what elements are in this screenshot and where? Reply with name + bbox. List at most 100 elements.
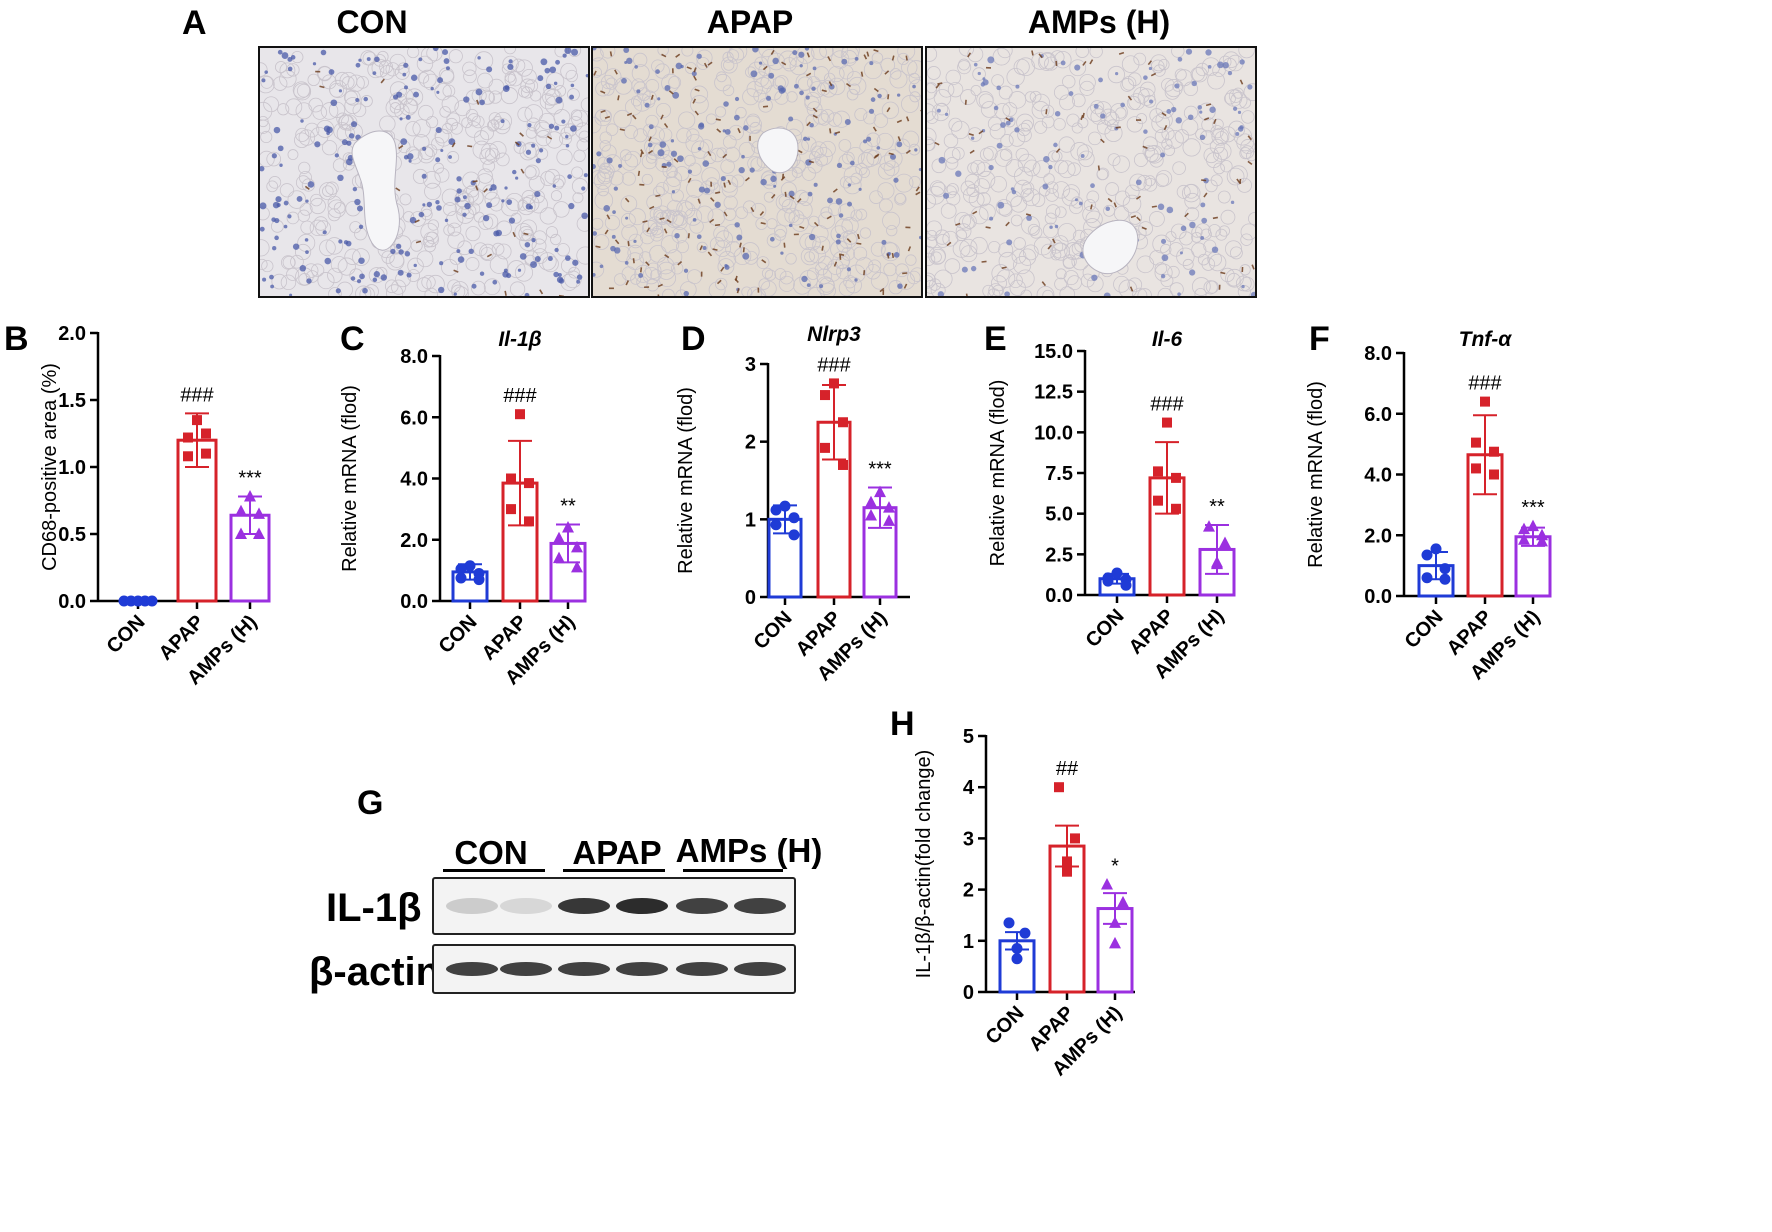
nucleus	[479, 99, 485, 106]
cell-outline	[595, 81, 611, 97]
nucleus	[338, 239, 343, 244]
cell-outline	[997, 48, 1013, 59]
nucleus	[1074, 198, 1078, 202]
cell-outline	[465, 121, 482, 138]
cell-outline	[1000, 134, 1014, 148]
cell-outline	[1058, 136, 1075, 153]
cd68-stain	[1203, 117, 1210, 121]
cell-outline	[1023, 159, 1041, 177]
cd68-stain	[609, 51, 613, 57]
cell-outline	[654, 63, 670, 79]
cell-outline	[1184, 192, 1201, 210]
nucleus	[279, 163, 283, 167]
cell-outline	[390, 279, 407, 295]
cell-outline	[795, 73, 813, 91]
cell-outline	[1163, 144, 1176, 156]
nucleus	[334, 153, 339, 158]
cell-outline	[647, 216, 663, 232]
nucleus	[410, 74, 418, 81]
cell-outline	[465, 257, 480, 271]
nucleus	[847, 201, 853, 207]
cell-outline	[620, 195, 638, 213]
nucleus	[624, 261, 629, 265]
cell-outline	[266, 151, 282, 167]
cell-outline	[473, 242, 488, 257]
cell-outline	[876, 132, 894, 150]
cell-outline	[1240, 223, 1255, 241]
nucleus	[1211, 246, 1219, 253]
cell-outline	[1210, 174, 1223, 187]
cell-outline	[298, 161, 311, 174]
cell-outline	[1106, 119, 1119, 132]
data-point-amps	[235, 504, 247, 517]
nucleus	[1199, 110, 1203, 114]
cell-outline	[1235, 275, 1252, 292]
cell-outline	[990, 175, 1007, 193]
cell-outline	[967, 127, 983, 142]
cell-outline	[1226, 272, 1241, 287]
cell-outline	[1054, 50, 1072, 69]
cell-outline	[876, 88, 888, 100]
cell-outline	[424, 182, 442, 201]
cell-outline	[998, 85, 1013, 100]
cell-outline	[1208, 224, 1222, 238]
nucleus	[977, 71, 981, 76]
cd68-stain	[1001, 266, 1007, 269]
nucleus	[306, 278, 312, 284]
nucleus	[648, 124, 654, 130]
cell-outline	[540, 170, 556, 186]
nucleus	[752, 48, 759, 53]
cell-outline	[776, 207, 796, 227]
cell-outline	[1161, 138, 1173, 150]
nucleus	[599, 264, 604, 269]
cell-outline	[1125, 184, 1140, 200]
data-point-amps	[1219, 536, 1231, 548]
cell-outline	[1201, 257, 1216, 271]
nucleus	[765, 95, 772, 101]
cell-outline	[1057, 160, 1076, 179]
cell-outline	[515, 59, 533, 77]
cd68-stain	[414, 219, 420, 223]
cell-outline	[671, 262, 684, 275]
nucleus	[1093, 103, 1099, 109]
cell-outline	[599, 162, 611, 174]
cd68-stain	[832, 188, 838, 193]
cell-outline	[539, 207, 557, 225]
cell-outline	[389, 102, 402, 114]
data-point-con	[1421, 549, 1433, 561]
cell-outline	[1032, 93, 1050, 112]
cell-outline	[927, 230, 938, 241]
cd68-stain	[1205, 103, 1212, 107]
cd68-stain	[874, 153, 880, 158]
y-axis-label-b: CD68-positive area (%)	[39, 363, 61, 571]
nucleus	[876, 146, 881, 150]
cell-outline	[1176, 184, 1191, 199]
cell-outline	[514, 263, 534, 282]
cell-outline	[1050, 249, 1062, 261]
nucleus	[937, 291, 944, 296]
cell-outline	[576, 246, 588, 265]
nucleus	[489, 187, 493, 192]
nucleus	[1241, 284, 1245, 289]
cell-outline	[895, 263, 909, 278]
cell-outline	[691, 140, 710, 159]
cell-outline	[631, 95, 642, 107]
nucleus	[671, 190, 676, 194]
cell-outline	[287, 149, 299, 160]
cell-outline	[344, 97, 362, 115]
cell-outline	[1067, 275, 1082, 291]
cell-outline	[1209, 139, 1225, 154]
cd68-stain	[604, 229, 609, 235]
cell-outline	[863, 60, 883, 80]
y-tick-label: 2	[963, 880, 974, 902]
blot-band	[734, 898, 786, 914]
cell-outline	[1112, 155, 1130, 173]
nucleus	[426, 201, 433, 208]
cell-outline	[699, 139, 714, 153]
cell-outline	[1044, 212, 1057, 225]
significance-amps: *	[1111, 855, 1119, 877]
cd68-stain	[650, 94, 654, 100]
cell-outline	[426, 274, 445, 294]
cell-outline	[337, 257, 356, 276]
cell-outline	[641, 173, 653, 185]
